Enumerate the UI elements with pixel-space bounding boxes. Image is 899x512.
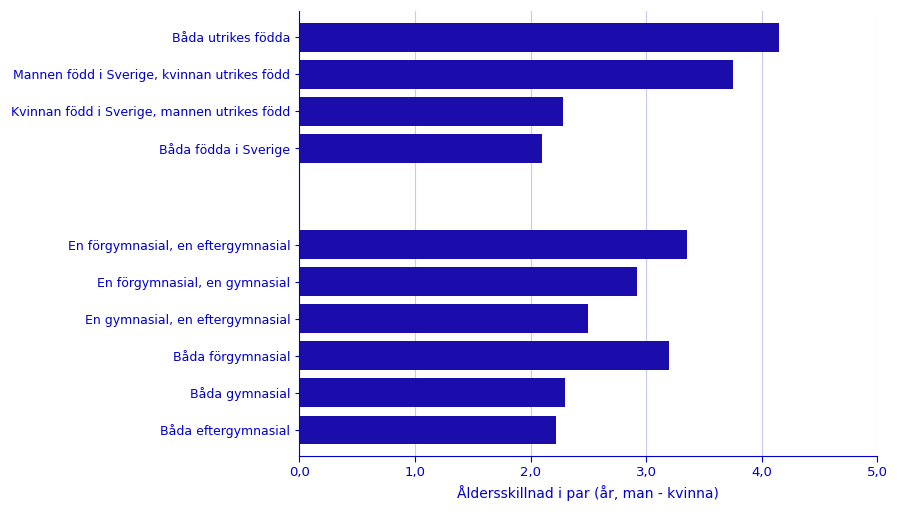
Bar: [299, 304, 588, 333]
Bar: [299, 342, 670, 370]
X-axis label: Åldersskillnad i par (år, man - kvinna): Åldersskillnad i par (år, man - kvinna): [458, 485, 719, 501]
Bar: [299, 23, 779, 52]
Bar: [299, 267, 636, 296]
Bar: [299, 134, 542, 163]
Bar: [299, 230, 687, 259]
Bar: [299, 378, 565, 408]
Bar: [299, 97, 563, 125]
Bar: [299, 416, 556, 444]
Bar: [299, 60, 733, 89]
